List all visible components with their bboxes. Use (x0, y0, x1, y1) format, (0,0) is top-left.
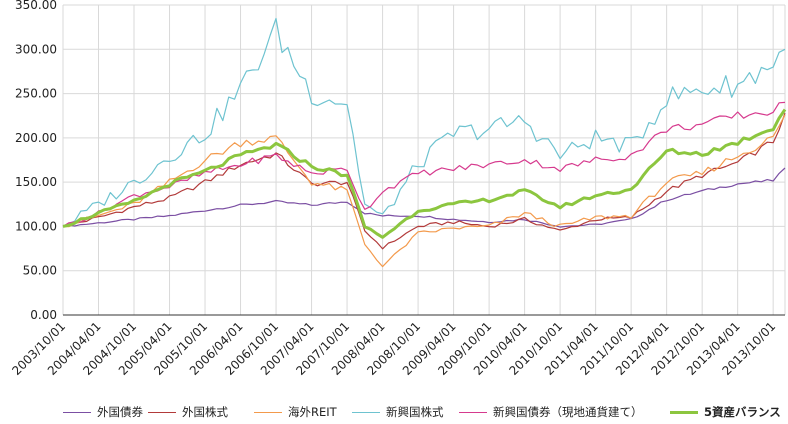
legend-swatch (459, 411, 487, 413)
legend-swatch (352, 411, 380, 413)
legend-label: 新興国債券（現地通貨建て） (493, 405, 643, 419)
y-tick-label: 150.00 (15, 175, 57, 189)
legend-item: 外国株式 (148, 404, 228, 420)
series-line-2 (62, 112, 786, 250)
legend-swatch (148, 411, 176, 413)
series-line-1 (62, 167, 786, 228)
y-tick-label: 50.00 (23, 264, 57, 278)
legend-label: 新興国株式 (386, 405, 444, 419)
x-axis-tick-labels: 2003/10/012004/04/012004/10/012005/04/01… (9, 319, 778, 378)
legend-label: 海外REIT (288, 405, 337, 419)
y-tick-label: 300.00 (15, 42, 57, 56)
y-tick-label: 350.00 (15, 0, 57, 12)
series-line-6 (62, 108, 787, 239)
legend-label: 外国債券 (97, 405, 143, 419)
y-tick-label: 0.00 (30, 308, 57, 322)
y-axis-tick-labels: 0.00 50.00 100.00 150.00 200.00 250.00 300.00 3… (15, 0, 57, 322)
series-lines (62, 17, 787, 268)
series-line-3 (62, 114, 786, 268)
legend-item: 5資産バランス (670, 404, 781, 420)
legend-item: 外国債券 (63, 404, 143, 420)
legend-swatch (670, 410, 698, 414)
legend-label: 外国株式 (182, 405, 228, 419)
legend: 外国債券 外国株式 海外REIT 新興国株式 新興国債券（現地通貨建て） 5資産バランス (0, 404, 788, 422)
y-tick-label: 250.00 (15, 87, 57, 101)
y-tick-label: 200.00 (15, 131, 57, 145)
y-tick-label: 100.00 (15, 219, 57, 233)
series-line-4 (62, 17, 786, 227)
legend-label: 5資産バランス (704, 405, 781, 419)
series-line-5 (62, 101, 786, 227)
legend-item: 新興国債券（現地通貨建て） (459, 404, 643, 420)
legend-swatch (254, 411, 282, 413)
legend-item: 新興国株式 (352, 404, 444, 420)
grid-lines (62, 4, 786, 315)
legend-swatch (63, 411, 91, 413)
legend-item: 海外REIT (254, 404, 337, 420)
